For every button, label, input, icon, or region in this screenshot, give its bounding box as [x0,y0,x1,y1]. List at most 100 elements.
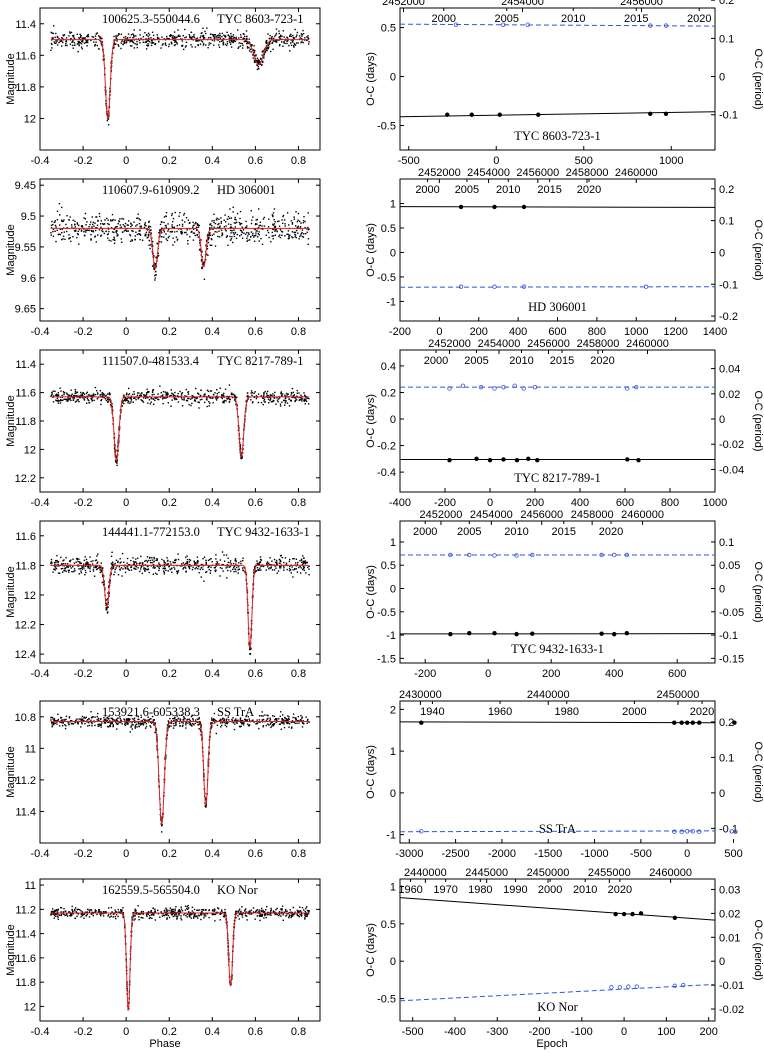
data-point [170,568,173,570]
data-point [102,581,105,584]
data-point [275,403,277,405]
data-point [304,563,307,565]
data-point [296,229,298,232]
primary-minimum-point [458,204,464,210]
data-point [115,914,118,916]
data-point [147,45,149,47]
data-point [81,397,84,399]
data-point [200,239,202,241]
data-point [71,393,73,395]
data-point [267,723,269,725]
data-point [133,391,135,393]
data-point [74,401,77,403]
data-point [161,227,163,230]
data-point [109,404,112,406]
data-point [158,566,160,568]
data-point [291,222,294,224]
data-point [110,723,112,725]
data-point [53,917,55,919]
data-point [258,60,260,62]
data-point [233,728,236,731]
y-tick-label: 11.8 [15,82,36,94]
data-point [95,241,97,243]
data-point [166,396,168,399]
data-point [164,914,167,916]
data-point [249,48,251,50]
data-point [305,399,307,401]
data-point [128,220,130,222]
data-point [188,561,190,563]
data-point [56,719,58,722]
data-point [138,233,140,235]
data-point [117,723,119,725]
data-point [112,563,114,566]
data-point [138,919,140,921]
data-point [257,61,260,64]
data-point [86,45,88,47]
right-tick-label: 0.1 [719,752,734,764]
data-point [55,567,57,569]
data-point [288,916,290,919]
data-point [213,44,215,46]
data-point [268,568,270,570]
data-point [213,40,216,42]
data-point [153,398,155,400]
data-point [221,234,223,237]
data-point [102,59,105,61]
data-point [275,28,278,30]
data-point [292,576,294,578]
data-point [141,572,143,575]
data-point [193,916,195,918]
data-point [92,221,95,224]
data-point [255,223,257,225]
data-point [57,718,59,721]
data-point [295,568,297,570]
data-point [237,719,239,721]
data-point [89,570,91,573]
data-point [129,402,131,404]
data-point [228,401,231,403]
data-point [187,243,189,245]
data-point [150,229,152,231]
data-point [282,719,284,721]
data-point [301,33,303,36]
data-point [202,568,204,571]
data-point [164,567,166,570]
data-point [120,47,122,50]
y-axis-label: Magnitude [5,224,17,275]
data-point [200,35,202,37]
data-point [165,233,167,235]
data-point [304,918,306,920]
data-point [161,36,163,38]
data-point [299,913,301,916]
data-point [147,391,149,393]
data-point [298,915,300,918]
data-point [79,562,81,565]
y-tick-label: 0.2 [381,387,396,399]
data-point [83,720,85,722]
data-point [219,567,222,569]
data-point [80,46,83,48]
data-point [79,395,81,397]
data-point [186,555,188,557]
data-point [179,390,181,393]
data-point [73,230,76,232]
data-point [87,34,89,37]
data-point [271,231,273,234]
data-point [230,32,232,35]
data-point [135,225,137,227]
data-point [152,42,155,44]
data-point [174,36,176,38]
x-tick-label: -0.4 [31,668,50,680]
data-point [137,38,140,40]
data-point [102,230,104,233]
data-point [94,386,97,389]
data-point [136,40,138,43]
data-point [58,914,60,916]
data-point [237,47,239,49]
data-point [286,395,288,397]
data-point [261,243,264,245]
data-point [234,719,237,721]
data-point [257,568,259,571]
data-point [304,560,306,562]
